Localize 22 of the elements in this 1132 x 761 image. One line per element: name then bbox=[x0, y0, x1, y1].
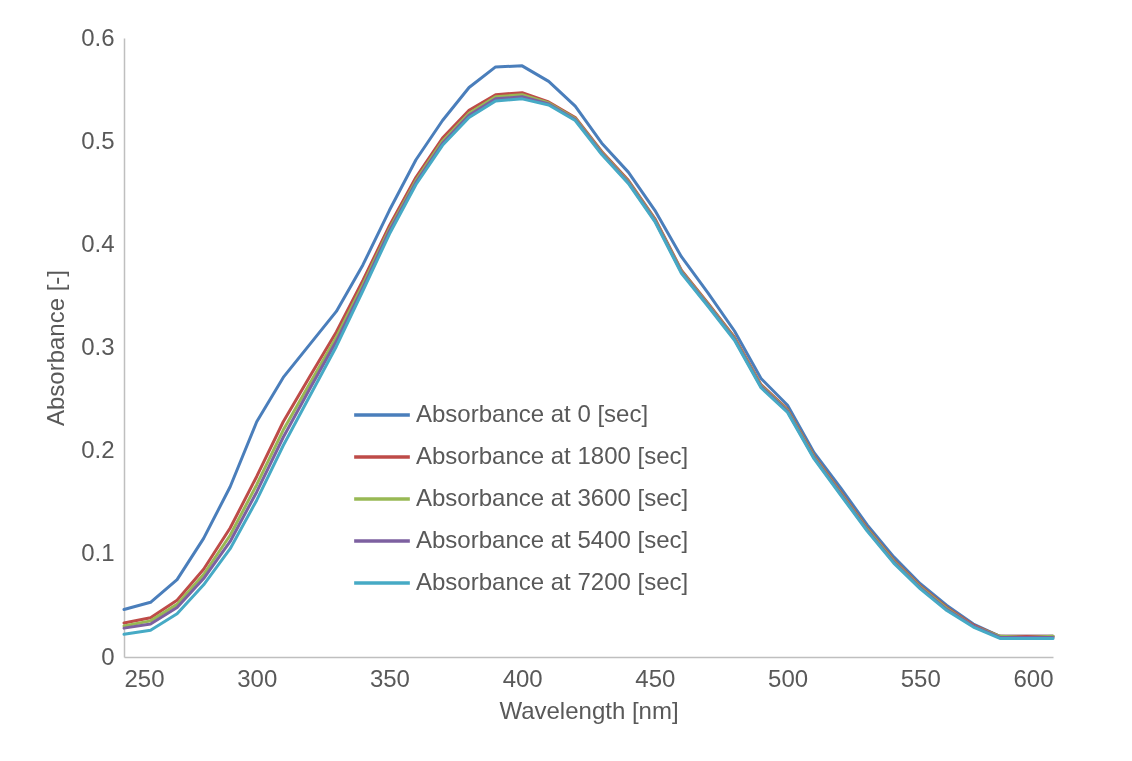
x-tick-label: 600 bbox=[1013, 664, 1054, 692]
legend-label: Absorbance at 3600 [sec] bbox=[416, 484, 689, 511]
x-tick-label: 350 bbox=[369, 664, 410, 692]
y-tick-label: 0.3 bbox=[81, 333, 115, 360]
legend-label: Absorbance at 5400 [sec] bbox=[416, 526, 689, 553]
x-tick-label: 450 bbox=[635, 664, 676, 692]
x-tick-label: 250 bbox=[124, 664, 165, 692]
legend-label: Absorbance at 0 [sec] bbox=[416, 400, 649, 427]
x-tick-label: 400 bbox=[502, 664, 543, 692]
y-axis-title: Absorbance [-] bbox=[42, 269, 70, 427]
x-tick-label: 500 bbox=[768, 664, 809, 692]
y-tick-label: 0.4 bbox=[81, 229, 115, 257]
y-tick-label: 0.6 bbox=[81, 23, 115, 51]
y-tick-label: 0.5 bbox=[81, 126, 115, 154]
x-tick-label: 300 bbox=[237, 664, 278, 692]
x-axis-title: Wavelength [nm] bbox=[499, 696, 679, 724]
legend-label: Absorbance at 1800 [sec] bbox=[416, 442, 689, 469]
y-tick-label: 0.2 bbox=[81, 436, 115, 464]
y-tick-label: 0 bbox=[101, 642, 115, 670]
y-tick-label: 0.1 bbox=[81, 539, 115, 567]
x-tick-label: 550 bbox=[900, 664, 941, 692]
legend-label: Absorbance at 7200 [sec] bbox=[416, 568, 689, 595]
